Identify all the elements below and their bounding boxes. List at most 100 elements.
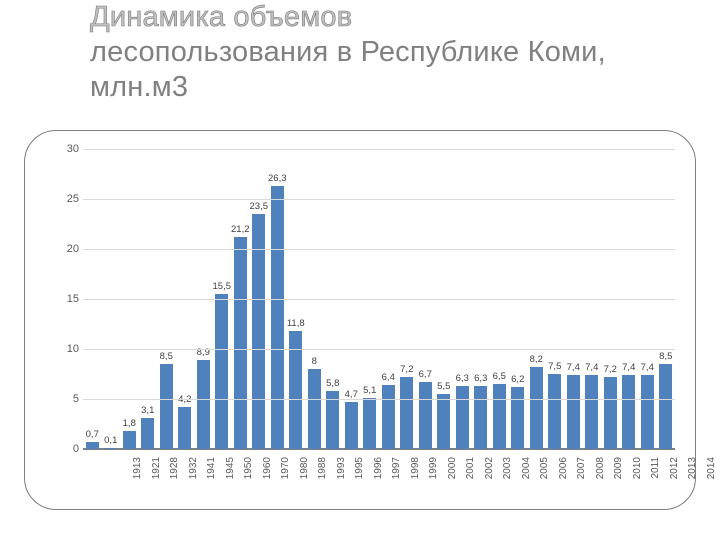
x-tick-label: 1995 xyxy=(354,457,365,497)
bar-value-label: 8,5 xyxy=(659,351,672,362)
y-tick-label: 10 xyxy=(33,343,79,355)
y-tick-label: 25 xyxy=(33,193,79,205)
bar xyxy=(382,385,395,449)
bar-value-label: 5,8 xyxy=(326,378,339,389)
x-tick-label: 1996 xyxy=(373,457,384,497)
bar-value-label: 0,7 xyxy=(86,429,99,440)
x-tick-label: 1932 xyxy=(188,457,199,497)
gridline xyxy=(83,299,675,300)
bar-value-label: 0,1 xyxy=(104,435,117,446)
gridline xyxy=(83,249,675,250)
gridline xyxy=(83,449,675,450)
x-tick-label: 2000 xyxy=(447,457,458,497)
x-tick-label: 1960 xyxy=(262,457,273,497)
x-tick-label: 1950 xyxy=(243,457,254,497)
bar-value-label: 6,3 xyxy=(474,373,487,384)
bar xyxy=(234,237,247,449)
bar-value-label: 7,2 xyxy=(400,364,413,375)
bar-value-label: 6,2 xyxy=(511,374,524,385)
bar-value-label: 7,4 xyxy=(622,362,635,373)
x-tick-label: 2009 xyxy=(613,457,624,497)
x-tick-label: 2003 xyxy=(502,457,513,497)
x-tick-label: 1998 xyxy=(410,457,421,497)
bar-value-label: 6,4 xyxy=(382,372,395,383)
bar xyxy=(530,367,543,449)
bar-value-label: 8 xyxy=(312,356,317,367)
bar xyxy=(141,418,154,449)
x-tick-label: 1928 xyxy=(169,457,180,497)
x-tick-label: 2011 xyxy=(650,457,661,497)
bar xyxy=(511,387,524,449)
bar-value-label: 7,4 xyxy=(567,362,580,373)
bar xyxy=(215,294,228,449)
x-tick-label: 1970 xyxy=(280,457,291,497)
y-tick-label: 5 xyxy=(33,393,79,405)
y-tick-label: 15 xyxy=(33,293,79,305)
x-tick-label: 1921 xyxy=(151,457,162,497)
bar xyxy=(123,431,136,449)
x-tick-label: 2014 xyxy=(706,457,717,497)
gridline xyxy=(83,149,675,150)
bar-value-label: 3,1 xyxy=(141,405,154,416)
x-tick-label: 1980 xyxy=(299,457,310,497)
bar-value-label: 6,3 xyxy=(456,373,469,384)
chart-title: Динамика объемов лесопользования в Респу… xyxy=(90,0,680,104)
bar xyxy=(622,375,635,449)
bar xyxy=(160,364,173,449)
bar xyxy=(456,386,469,449)
x-tick-label: 1945 xyxy=(225,457,236,497)
plot: 0,719130,119211,819283,119328,519414,219… xyxy=(83,149,675,449)
x-tick-label: 2013 xyxy=(687,457,698,497)
x-tick-label: 2002 xyxy=(484,457,495,497)
bar-value-label: 6,7 xyxy=(419,369,432,380)
bar xyxy=(548,374,561,449)
y-tick-label: 0 xyxy=(33,443,79,455)
x-tick-label: 1988 xyxy=(317,457,328,497)
bar xyxy=(437,394,450,449)
bar xyxy=(567,375,580,449)
bar-value-label: 23,5 xyxy=(250,201,269,212)
gridline xyxy=(83,199,675,200)
bar-value-label: 15,5 xyxy=(213,281,232,292)
x-tick-label: 2001 xyxy=(465,457,476,497)
bar-value-label: 26,3 xyxy=(268,173,287,184)
x-tick-label: 1913 xyxy=(132,457,143,497)
bar xyxy=(345,402,358,449)
bar xyxy=(474,386,487,449)
bar-value-label: 7,4 xyxy=(585,362,598,373)
y-tick-label: 20 xyxy=(33,243,79,255)
x-tick-label: 2007 xyxy=(576,457,587,497)
bar xyxy=(178,407,191,449)
bar-value-label: 8,2 xyxy=(530,354,543,365)
x-tick-label: 1941 xyxy=(206,457,217,497)
x-tick-label: 2008 xyxy=(595,457,606,497)
x-tick-label: 1999 xyxy=(428,457,439,497)
bar-value-label: 7,4 xyxy=(641,362,654,373)
title-line2: лесопользования в Республике Коми, млн.м… xyxy=(90,36,606,103)
bar xyxy=(493,384,506,449)
bar-value-label: 11,8 xyxy=(287,318,305,329)
x-tick-label: 2005 xyxy=(539,457,550,497)
x-tick-label: 2004 xyxy=(521,457,532,497)
slide: Динамика объемов лесопользования в Респу… xyxy=(0,0,720,540)
bar xyxy=(197,360,210,449)
gridline xyxy=(83,399,675,400)
bar xyxy=(363,398,376,449)
bar-value-label: 7,5 xyxy=(548,361,561,372)
x-tick-label: 2006 xyxy=(558,457,569,497)
bar xyxy=(400,377,413,449)
plot-area: 0,719130,119211,819283,119328,519414,219… xyxy=(83,149,675,449)
x-tick-label: 2010 xyxy=(632,457,643,497)
bar xyxy=(271,186,284,449)
bar-value-label: 5,1 xyxy=(363,385,376,396)
bar-value-label: 7,2 xyxy=(604,364,617,375)
x-tick-label: 1997 xyxy=(391,457,402,497)
bar xyxy=(604,377,617,449)
bar-value-label: 5,5 xyxy=(437,381,450,392)
gridline xyxy=(83,349,675,350)
bar-value-label: 1,8 xyxy=(123,418,136,429)
x-tick-label: 1993 xyxy=(336,457,347,497)
bar-value-label: 8,5 xyxy=(160,351,173,362)
bar xyxy=(641,375,654,449)
bar xyxy=(308,369,321,449)
